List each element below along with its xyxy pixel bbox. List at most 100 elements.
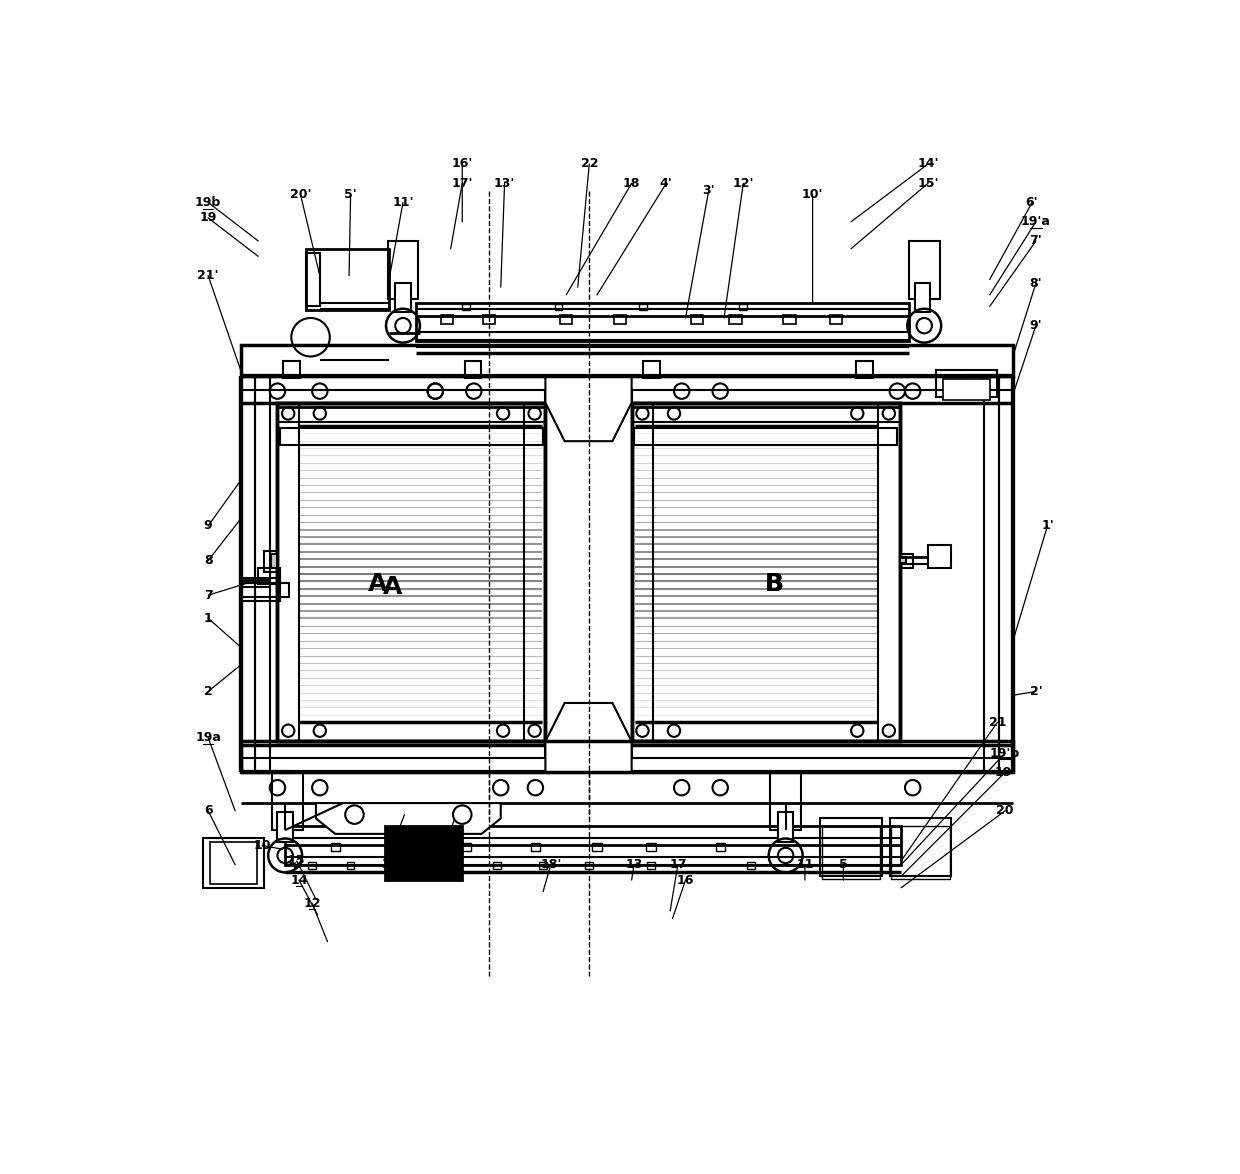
Bar <box>465 362 481 378</box>
Polygon shape <box>546 703 631 772</box>
Bar <box>748 863 755 869</box>
Text: 3': 3' <box>702 184 715 197</box>
Bar <box>634 429 898 445</box>
Text: 5': 5' <box>345 188 357 201</box>
Text: 9: 9 <box>203 519 212 532</box>
Bar <box>242 579 280 601</box>
Bar <box>892 826 950 878</box>
Text: 19b: 19b <box>195 196 221 209</box>
Text: 7: 7 <box>203 588 212 602</box>
Bar <box>646 843 656 851</box>
Bar <box>647 863 655 869</box>
Bar <box>909 241 940 298</box>
Bar <box>278 812 293 842</box>
Bar <box>396 283 410 312</box>
Text: 19': 19' <box>994 765 1016 778</box>
Bar <box>729 315 742 324</box>
Text: 19a: 19a <box>195 731 221 744</box>
Bar <box>523 403 546 742</box>
Bar <box>631 403 899 742</box>
Bar <box>631 403 653 742</box>
Text: 20': 20' <box>290 188 311 201</box>
Bar <box>554 304 563 310</box>
Bar <box>644 362 660 378</box>
Text: 16': 16' <box>451 157 472 170</box>
Text: 20: 20 <box>997 804 1014 817</box>
Bar <box>242 742 1013 772</box>
Bar <box>306 252 320 306</box>
Bar <box>936 370 997 397</box>
Bar <box>494 863 501 869</box>
Text: 4: 4 <box>435 858 444 871</box>
Bar <box>715 843 725 851</box>
Text: 15': 15' <box>918 177 939 190</box>
Bar <box>347 863 355 869</box>
Text: B: B <box>765 572 784 595</box>
Text: B: B <box>765 572 784 595</box>
Bar <box>856 362 873 378</box>
Text: A: A <box>368 572 387 595</box>
Bar <box>278 403 546 742</box>
Text: 12': 12' <box>733 177 754 190</box>
Text: 21: 21 <box>988 716 1006 729</box>
Text: 14': 14' <box>918 157 939 170</box>
Text: 17: 17 <box>670 858 687 871</box>
Bar <box>739 304 748 310</box>
Text: 13': 13' <box>494 177 516 190</box>
Text: 11: 11 <box>796 858 813 871</box>
Bar <box>878 403 899 742</box>
Bar <box>203 838 264 888</box>
Bar <box>784 315 796 324</box>
Bar <box>440 315 453 324</box>
Text: 1: 1 <box>203 612 212 625</box>
Bar <box>306 249 389 310</box>
Polygon shape <box>316 803 501 834</box>
Text: 3: 3 <box>381 858 389 871</box>
Text: 16: 16 <box>677 873 694 886</box>
Text: 12: 12 <box>304 897 321 910</box>
Text: 17': 17' <box>451 177 472 190</box>
Text: 9': 9' <box>1029 319 1042 332</box>
Bar <box>614 315 626 324</box>
Text: 21': 21' <box>197 269 219 282</box>
Polygon shape <box>546 376 631 441</box>
Bar <box>585 863 593 869</box>
Bar <box>889 818 951 876</box>
Bar <box>915 283 930 312</box>
Bar <box>280 429 543 445</box>
Text: 22: 22 <box>580 157 598 170</box>
Text: 7': 7' <box>1029 235 1043 248</box>
Bar <box>278 403 546 742</box>
Bar <box>539 863 547 869</box>
Bar <box>272 554 278 568</box>
Bar <box>691 315 703 324</box>
Text: 18: 18 <box>622 177 640 190</box>
Bar <box>560 315 573 324</box>
Text: 6: 6 <box>203 804 212 817</box>
Text: 19'a: 19'a <box>1021 215 1050 228</box>
Bar <box>899 556 905 562</box>
Bar <box>211 842 257 884</box>
Bar <box>264 551 278 572</box>
Text: 6': 6' <box>1025 196 1038 209</box>
Text: 8': 8' <box>1029 277 1042 290</box>
Bar <box>463 304 470 310</box>
Text: 19'b: 19'b <box>990 747 1021 760</box>
Text: 2: 2 <box>203 684 212 697</box>
Bar <box>309 863 316 869</box>
Bar <box>899 554 914 568</box>
Text: A: A <box>383 575 403 600</box>
Bar <box>461 843 471 851</box>
Bar <box>777 812 794 842</box>
Bar <box>531 843 541 851</box>
Bar <box>770 772 801 830</box>
Text: 10': 10' <box>802 188 823 201</box>
Text: 4': 4' <box>660 177 672 190</box>
Text: 2': 2' <box>1029 684 1043 697</box>
Bar <box>283 362 300 378</box>
Bar <box>830 315 842 324</box>
Bar <box>285 826 901 865</box>
Text: 19: 19 <box>200 211 217 224</box>
Bar <box>822 826 880 878</box>
Bar <box>386 826 463 880</box>
